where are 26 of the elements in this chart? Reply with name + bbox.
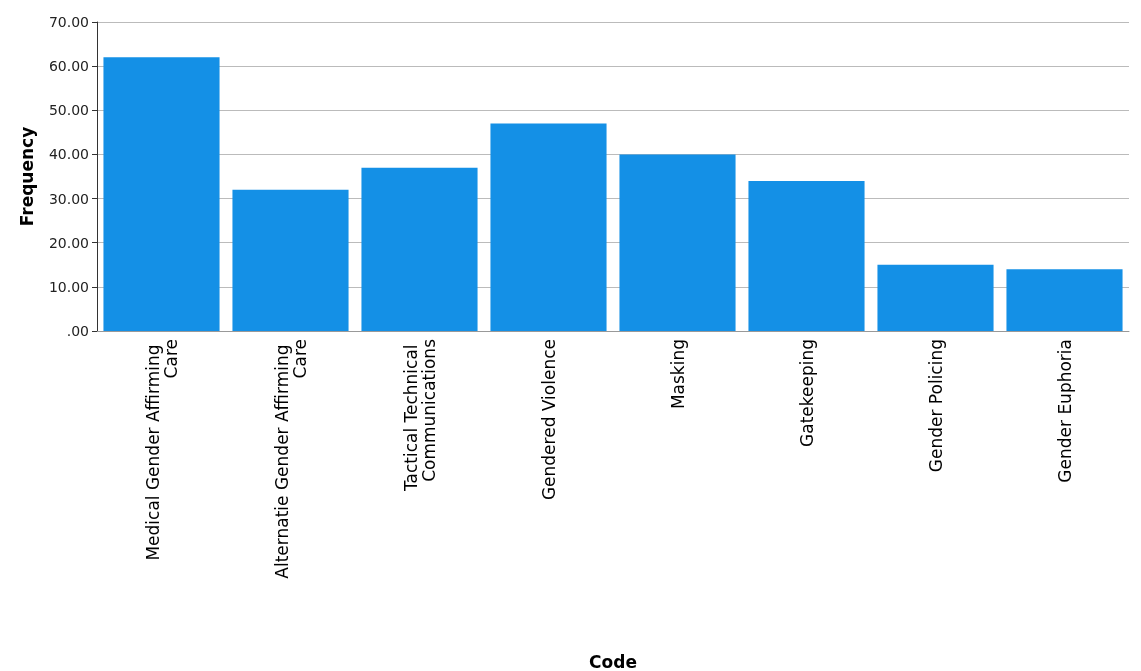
x-tick-label: Medical Gender Affirming Care xyxy=(142,339,181,561)
bar xyxy=(490,123,607,331)
y-tick-label: 10.00 xyxy=(48,278,89,295)
bar xyxy=(877,264,994,331)
x-tick-label: Gender Euphoria xyxy=(1054,339,1075,483)
y-tick-label: 70.00 xyxy=(48,14,89,30)
x-tick-label: Alternatie Gender Affirming Care xyxy=(271,339,310,579)
bar xyxy=(748,180,865,331)
y-tick-label: 50.00 xyxy=(48,102,89,119)
bar xyxy=(103,57,220,331)
x-tick-label: Gatekeeping xyxy=(796,339,817,447)
y-tick-label: 30.00 xyxy=(48,190,89,207)
bar xyxy=(361,167,478,331)
x-tick-label: Tactical Technical Communications xyxy=(400,338,439,493)
bar xyxy=(1006,269,1123,331)
y-axis-title: Frequency xyxy=(16,126,37,227)
x-tick-label: Gendered Violence xyxy=(538,339,559,501)
x-axis-title: Code xyxy=(589,651,637,671)
y-tick-label: 20.00 xyxy=(48,234,89,251)
y-tick-label: 60.00 xyxy=(48,58,89,75)
y-tick-label: 40.00 xyxy=(48,146,89,163)
x-tick-label: Gender Policing xyxy=(925,339,946,473)
x-tick-label: Masking xyxy=(667,339,688,410)
bar xyxy=(619,154,736,331)
y-tick-label: .00 xyxy=(66,323,89,339)
bar xyxy=(232,189,349,331)
